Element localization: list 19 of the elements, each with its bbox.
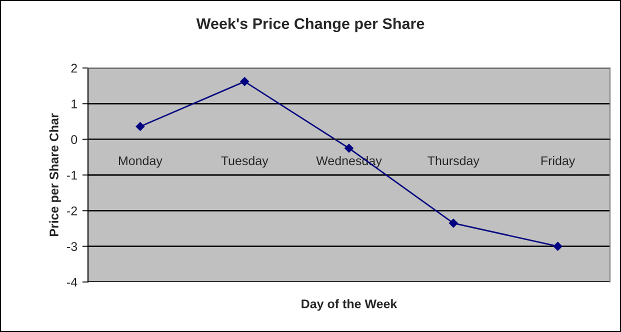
point xyxy=(448,218,458,228)
x-axis-title: Day of the Week xyxy=(302,299,398,311)
y-tick-label: 1 xyxy=(72,100,77,108)
point xyxy=(553,242,562,251)
y-tick-label: 0 xyxy=(71,135,78,144)
x-tick-label: Monday xyxy=(118,156,162,168)
y-tick-label: -1 xyxy=(67,170,77,180)
y-axis-title: Price per Share Char xyxy=(49,113,61,236)
point xyxy=(344,144,354,153)
y-tick-label: -3 xyxy=(67,242,78,251)
chart-title: Week's Price Change per Share xyxy=(196,18,424,32)
x-tick-label: Thursday xyxy=(428,156,480,168)
y-tick-label: -4 xyxy=(67,278,78,287)
y-tick-label: -2 xyxy=(67,206,77,216)
x-tick-label: Tuesday xyxy=(221,156,268,168)
point xyxy=(240,77,250,86)
y-tick-label: 2 xyxy=(71,64,77,73)
x-tick-label: Friday xyxy=(541,156,576,168)
point xyxy=(136,122,145,131)
